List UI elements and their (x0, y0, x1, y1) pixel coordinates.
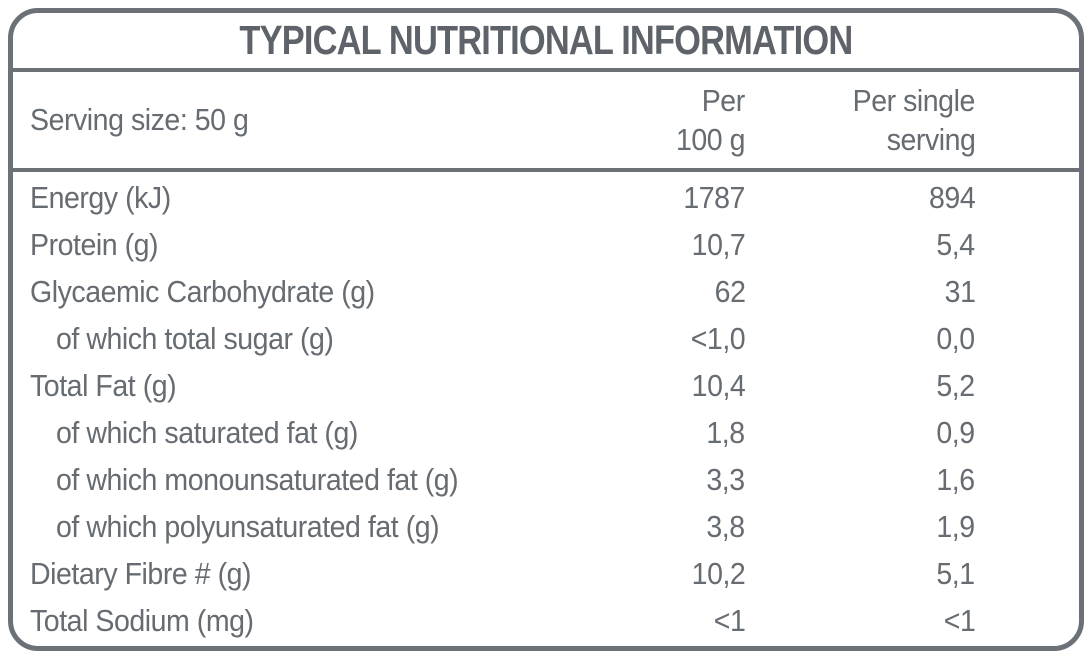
row-label: Dietary Fibre # (g) (30, 555, 252, 591)
title-divider (13, 68, 1079, 72)
label-title: TYPICAL NUTRITIONAL INFORMATION (239, 17, 854, 63)
row-label: Glycaemic Carbohydrate (g) (30, 273, 375, 309)
row-value-per-serving: 894 (928, 179, 976, 215)
row-label: Total Sodium (mg) (30, 602, 254, 638)
label-title-row: TYPICAL NUTRITIONAL INFORMATION (13, 13, 1079, 68)
row-value-per-100g: 10,2 (691, 555, 745, 591)
table-row: of which monounsaturated fat (g) 3,3 1,6 (13, 456, 1079, 503)
per-serving-line2: serving (886, 122, 975, 157)
row-label: Energy (kJ) (30, 179, 171, 215)
row-label: of which saturated fat (g) (56, 414, 358, 450)
row-value-per-100g: 3,3 (706, 461, 746, 497)
table-row: Glycaemic Carbohydrate (g) 62 31 (13, 268, 1079, 315)
header-divider (13, 168, 1079, 172)
row-value-per-serving: 0,0 (936, 320, 976, 356)
table-row: Total Fat (g) 10,4 5,2 (13, 362, 1079, 409)
row-value-per-100g: <1,0 (690, 320, 746, 356)
row-label: of which total sugar (g) (56, 320, 334, 356)
row-value-per-serving: 5,4 (936, 226, 976, 262)
header-row: Serving size: 50 g Per 100 g Per single … (13, 72, 1079, 168)
table-row: Energy (kJ) 1787 894 (13, 174, 1079, 221)
serving-size-text: Serving size: 50 g (30, 102, 249, 137)
row-value-per-100g: 3,8 (706, 508, 746, 544)
row-label: Total Fat (g) (30, 367, 177, 403)
table-row: of which saturated fat (g) 1,8 0,9 (13, 409, 1079, 456)
table-row: of which polyunsaturated fat (g) 3,8 1,9 (13, 503, 1079, 550)
row-value-per-100g: 10,7 (691, 226, 745, 262)
row-label: Protein (g) (30, 226, 159, 262)
table-row: of which total sugar (g) <1,0 0,0 (13, 315, 1079, 362)
row-label: of which polyunsaturated fat (g) (56, 508, 440, 544)
row-value-per-serving: 0,9 (936, 414, 976, 450)
row-value-per-serving: 1,9 (936, 508, 976, 544)
row-value-per-100g: 10,4 (691, 367, 745, 403)
row-value-per-serving: 1,6 (936, 461, 976, 497)
label-border-box: TYPICAL NUTRITIONAL INFORMATION Serving … (8, 8, 1084, 651)
row-label: of which monounsaturated fat (g) (56, 461, 459, 497)
row-value-per-100g: <1 (713, 602, 745, 638)
table-row: Total Sodium (mg) <1 <1 (13, 597, 1079, 644)
row-value-per-100g: 1,8 (706, 414, 746, 450)
table-row: Dietary Fibre # (g) 10,2 5,1 (13, 550, 1079, 597)
column-header-per-100g: Per 100 g (595, 72, 746, 168)
nutrition-table-body: Energy (kJ) 1787 894 Protein (g) 10,7 5,… (13, 172, 1079, 646)
table-row: Protein (g) 10,7 5,4 (13, 221, 1079, 268)
row-value-per-serving: <1 (943, 602, 975, 638)
row-value-per-serving: 5,1 (936, 555, 976, 591)
row-value-per-serving: 31 (944, 273, 975, 309)
per-100g-line2: 100 g (675, 122, 746, 157)
serving-size-cell: Serving size: 50 g (30, 72, 595, 168)
column-header-per-serving: Per single serving (745, 72, 976, 168)
row-value-per-100g: 62 (714, 273, 745, 309)
row-value-per-serving: 5,2 (936, 367, 976, 403)
per-100g-line1: Per (701, 83, 745, 118)
row-value-per-100g: 1787 (683, 179, 745, 215)
per-serving-line1: Per single (852, 83, 976, 118)
